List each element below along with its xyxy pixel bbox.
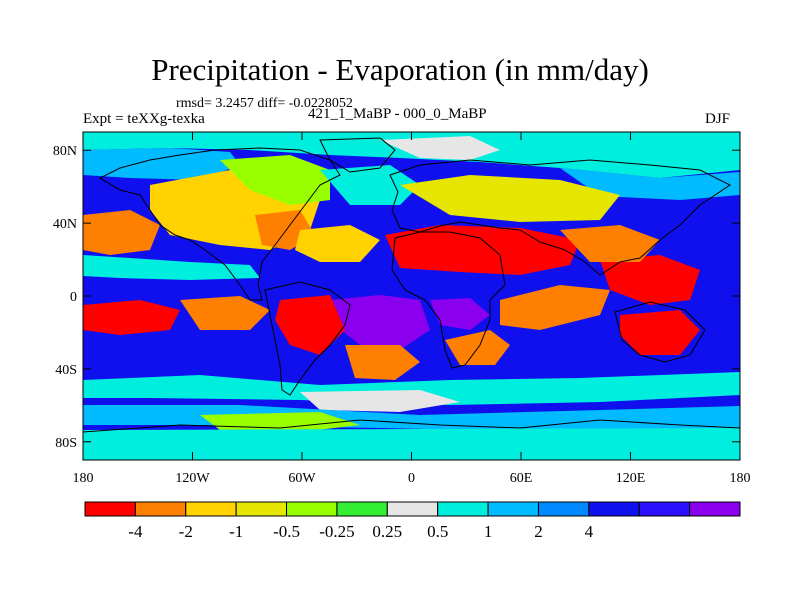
field-npac-cyan: [83, 255, 260, 280]
field-satl-orange: [345, 345, 420, 380]
field-io-orange: [500, 285, 610, 330]
colorbar-label: -1: [229, 522, 243, 541]
field-antarctic-cyan: [83, 428, 740, 460]
coast-australia: [614, 301, 706, 363]
colorbar-swatch: [588, 501, 640, 517]
coast-greenland: [319, 137, 396, 173]
colorbar: -4 -2 -1 -0.5 -0.25 0.25 0.5 1 2 4: [84, 501, 741, 541]
colorbar-swatch: [84, 501, 136, 517]
field-so-cyan: [83, 372, 740, 405]
period-label: 421_1_MaBP - 000_0_MaBP: [308, 106, 487, 122]
field-so-grey: [300, 390, 460, 412]
colorbar-swatch: [235, 501, 288, 517]
experiment-label: Expt = teXXg-texka: [83, 111, 205, 127]
field-asia-orange: [560, 225, 660, 262]
longitude-axis: 180 120W 60W 0 60E 120E 180: [73, 132, 751, 486]
colorbar-label: -0.25: [319, 522, 354, 541]
lat-tick-label: 80S: [55, 436, 77, 451]
colorbar-label: 0.5: [427, 522, 448, 541]
field-sahara-red: [385, 225, 580, 275]
field-atl-yellow: [295, 225, 380, 262]
lon-tick-label: 180: [73, 471, 94, 486]
colorbar-swatch: [185, 501, 237, 517]
field-epac-red: [83, 300, 180, 335]
lat-tick-label: 40S: [55, 363, 77, 378]
field-npac-orange: [83, 210, 160, 255]
lon-tick-label: 120E: [616, 471, 646, 486]
field-atl-cyan: [320, 165, 420, 205]
colorbar-label: -2: [179, 522, 193, 541]
colorbar-label: -0.5: [273, 522, 300, 541]
colorbar-label: 2: [534, 522, 543, 541]
field-trop-purple: [330, 295, 430, 350]
colorbar-swatch: [336, 501, 388, 517]
lon-tick-label: 60W: [288, 471, 316, 486]
field-asia-red: [600, 255, 700, 305]
colorbar-label: 1: [484, 522, 493, 541]
colorbar-swatch: [437, 501, 489, 517]
rmsd-diff-label: rmsd= 3.2457 diff= -0.0228052: [176, 96, 353, 111]
latitude-axis: 80N 40N 0 40S 80S: [53, 144, 740, 451]
lat-tick-label: 0: [70, 290, 77, 305]
field-eu-yellow: [400, 175, 620, 222]
colorbar-swatch: [537, 501, 590, 517]
colorbar-swatch: [386, 501, 439, 517]
field-arctic-sky: [83, 148, 240, 180]
lon-tick-label: 60E: [510, 471, 533, 486]
field-arctic-grey: [380, 136, 500, 160]
field-epac-orange: [180, 296, 270, 330]
coast-north-america: [98, 147, 341, 301]
field-arctic-cyan: [83, 132, 740, 178]
coast-antarctica: [83, 419, 740, 433]
lat-tick-label: 80N: [53, 144, 77, 159]
colorbar-swatch: [689, 501, 741, 517]
plot-title: Precipitation - Evaporation (in mm/day): [151, 52, 649, 87]
colorbar-label: -4: [128, 522, 143, 541]
lat-tick-label: 40N: [53, 217, 77, 232]
field-aus-red: [620, 310, 700, 355]
colorbar-swatch: [134, 501, 187, 517]
colorbar-label: 4: [585, 522, 594, 541]
lon-tick-label: 180: [730, 471, 751, 486]
season-label: DJF: [705, 111, 731, 127]
lon-tick-label: 0: [408, 471, 415, 486]
field-na-green: [220, 155, 330, 205]
field-sa-red: [275, 295, 345, 355]
map-field: [83, 132, 740, 460]
lon-tick-label: 120W: [175, 471, 210, 486]
field-trop-purple-2: [430, 298, 490, 330]
colorbar-swatch: [638, 501, 691, 517]
coastlines: [83, 137, 740, 433]
coast-eurasia: [389, 159, 731, 276]
colorbar-label: 0.25: [372, 522, 402, 541]
colorbar-swatch: [487, 501, 539, 517]
colorbar-swatch: [286, 501, 338, 517]
coast-south-america: [264, 281, 351, 396]
coast-africa: [391, 231, 506, 369]
field-safrica-orange: [445, 330, 510, 365]
